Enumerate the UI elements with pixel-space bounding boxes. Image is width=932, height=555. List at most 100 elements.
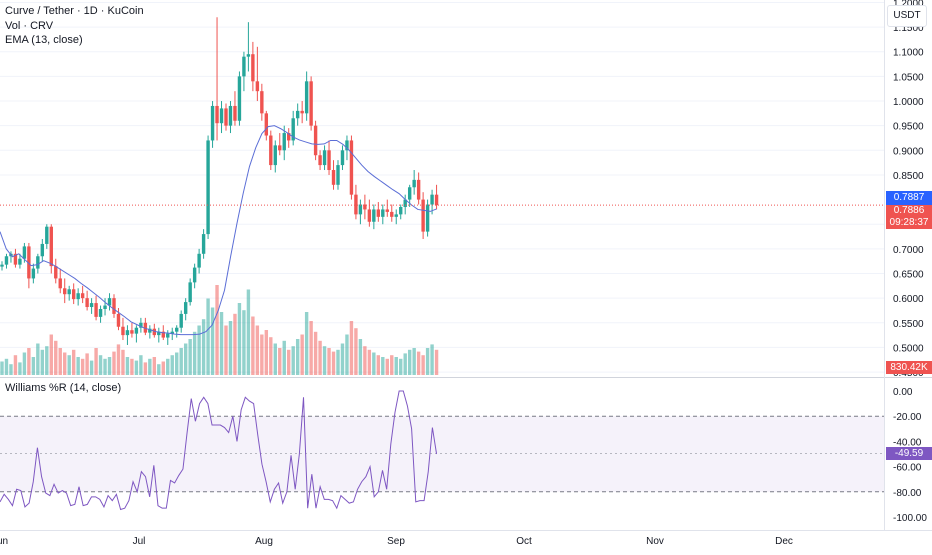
volume-bar (295, 339, 300, 375)
time-tick-label: Aug (255, 536, 273, 547)
volume-bar (166, 358, 170, 375)
candle-body (179, 313, 183, 328)
candle-body (161, 331, 165, 338)
candle-body (49, 226, 53, 267)
candle-body (89, 303, 94, 308)
volume-legend[interactable]: Vol · CRV (5, 20, 54, 32)
williams-band (0, 416, 884, 492)
volume-bar (287, 349, 291, 375)
price-tick-label: 0.8500 (893, 171, 924, 182)
volume-bar (215, 285, 219, 375)
volume-bar (309, 321, 313, 375)
candle-body (36, 256, 40, 269)
candle-body (116, 313, 121, 327)
grid-lines (0, 1, 884, 373)
volume-bar (336, 349, 340, 375)
candle-body (27, 246, 31, 279)
volume-bar (282, 340, 286, 375)
candle-body (224, 108, 228, 126)
williams-tick-label: -40.00 (893, 437, 922, 448)
volume-bar (210, 307, 215, 375)
volume-bar (139, 355, 143, 375)
symbol-title[interactable]: Curve / Tether · 1D · KuCoin (5, 5, 144, 17)
volume-bar (233, 313, 237, 375)
candle-body (331, 170, 336, 185)
volume-bar (36, 343, 40, 375)
candle-body (349, 140, 354, 195)
candle-body (381, 209, 385, 217)
volume-bar (148, 358, 152, 375)
volume-bar (345, 334, 349, 375)
candle-body (425, 204, 430, 232)
volume-bar (434, 349, 439, 375)
volume-bar (228, 321, 233, 375)
volume-bar (125, 357, 130, 375)
volume-bar (421, 355, 425, 375)
volume-bar (403, 353, 407, 375)
candle-body (206, 140, 210, 235)
candle-body (18, 258, 22, 265)
candle-body (58, 278, 62, 289)
candle-body (242, 56, 246, 77)
candle-body (264, 113, 269, 136)
candle-body (152, 328, 157, 336)
candle-body (282, 133, 286, 151)
time-tick-label: Jul (133, 536, 146, 547)
price-tick-label: 1.0500 (893, 72, 924, 83)
volume-bar (313, 331, 318, 375)
countdown-tag: 09:28:37 (886, 217, 932, 229)
candle-body (13, 253, 18, 265)
volume-bar (237, 303, 242, 375)
volume-bar (430, 344, 434, 375)
candle-body (322, 150, 327, 166)
candle-body (22, 246, 27, 259)
time-axis-ticks: Jun Jul Aug Sep Oct Nov Dec (0, 536, 793, 547)
candle-body (407, 187, 412, 200)
candle-body (313, 125, 318, 156)
candle-body (148, 328, 152, 333)
candle-body (219, 108, 224, 124)
price-tick-label: 0.5500 (893, 319, 924, 330)
candle-body (210, 105, 215, 141)
candle-body (340, 150, 345, 166)
candle-body (201, 234, 206, 254)
volume-bar (264, 330, 269, 375)
volume-bar (76, 357, 80, 375)
candle-body (367, 209, 372, 222)
williams-value-tag: -49.59 (886, 447, 932, 460)
volume-bar (22, 352, 27, 375)
candle-body (246, 54, 251, 57)
candle-body (394, 214, 398, 217)
volume-bar (376, 355, 381, 375)
candle-body (421, 199, 425, 232)
volume-bar (278, 348, 282, 375)
volume-bar (0, 361, 4, 375)
candle-body (291, 118, 295, 141)
volume-bar (170, 355, 174, 375)
currency-button[interactable]: USDT (887, 5, 927, 27)
candle-body (94, 303, 98, 317)
price-axis-ticks: 1.2000 1.1500 1.1000 1.0500 1.0000 0.9500 0.90… (893, 0, 924, 379)
volume-bar (54, 340, 58, 375)
volume-bar (107, 357, 112, 375)
volume-bar (27, 348, 31, 375)
candle-body (304, 81, 309, 114)
volume-bar (58, 348, 62, 375)
candle-body (103, 305, 107, 309)
price-tick-label: 0.6000 (893, 294, 924, 305)
volume-bar (183, 343, 188, 375)
candle-body (273, 145, 277, 166)
candle-body (237, 76, 242, 121)
williams-legend[interactable]: Williams %R (14, close) (5, 382, 122, 394)
volume-bar (13, 355, 18, 375)
williams-r-line (0, 390, 438, 511)
volume-tag: 830.42K (886, 361, 932, 374)
volume-bar (224, 325, 228, 375)
volume-bar (9, 364, 13, 375)
candle-body (309, 81, 313, 126)
candle-body (192, 267, 197, 283)
volume-bar (322, 346, 327, 375)
ema-legend[interactable]: EMA (13, close) (5, 34, 83, 46)
